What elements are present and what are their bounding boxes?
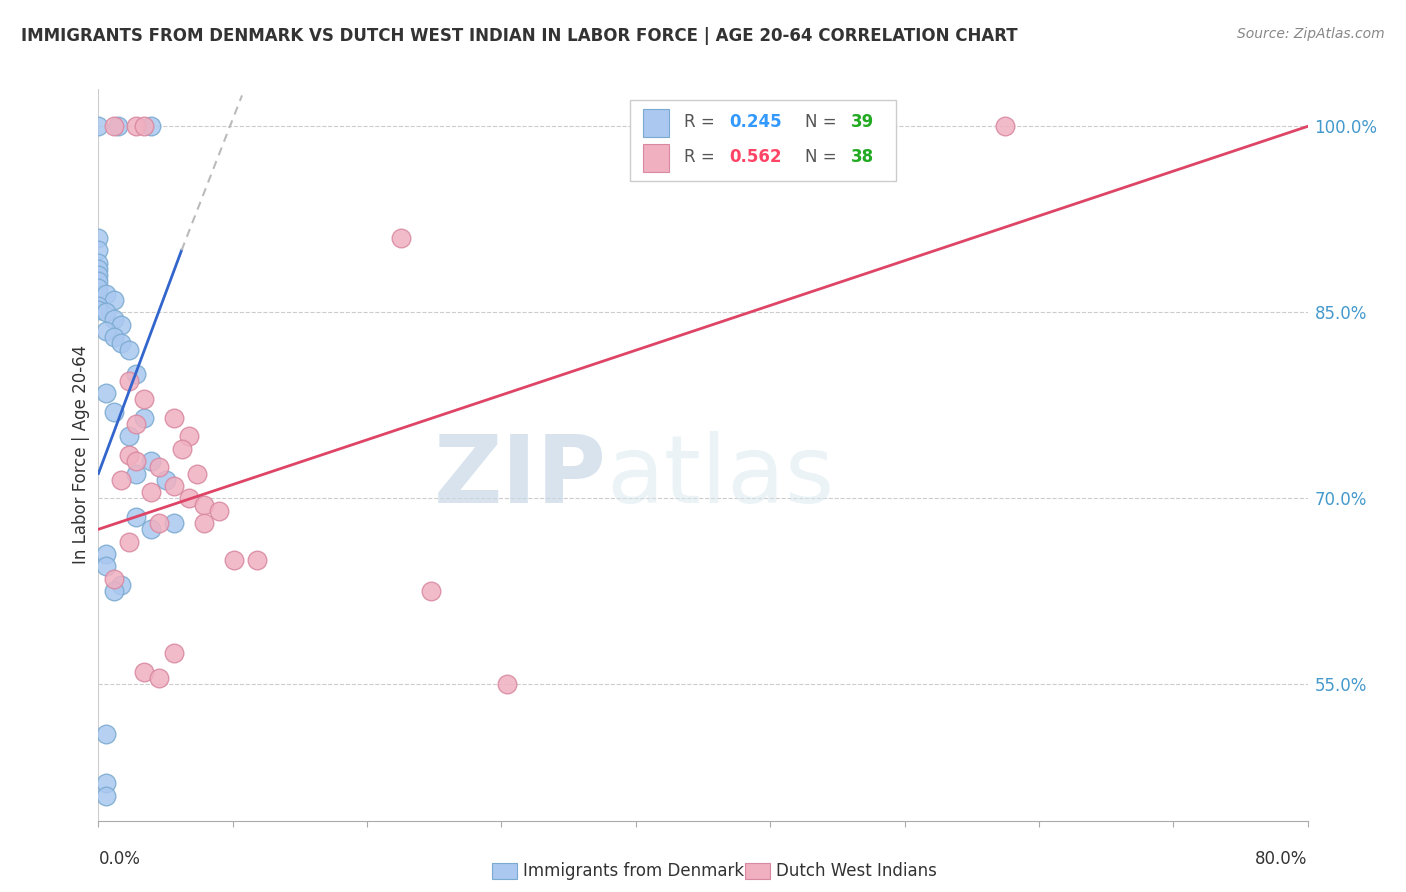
Point	[87, 256, 110, 270]
Point	[94, 789, 117, 803]
Point	[118, 343, 141, 357]
Point	[246, 553, 269, 567]
Point	[193, 498, 215, 512]
Point	[163, 410, 186, 425]
Point	[389, 231, 412, 245]
Point	[107, 120, 129, 134]
FancyBboxPatch shape	[630, 100, 897, 180]
Point	[103, 584, 125, 599]
Point	[87, 268, 110, 282]
Point	[103, 330, 125, 344]
Point	[87, 280, 110, 294]
Point	[132, 120, 155, 134]
Point	[141, 485, 163, 500]
Point	[148, 671, 170, 685]
Text: R =: R =	[683, 113, 720, 131]
Point	[118, 429, 141, 443]
Text: N =: N =	[804, 113, 841, 131]
Text: 38: 38	[851, 148, 873, 166]
Point	[994, 120, 1017, 134]
Point	[125, 417, 148, 431]
Point	[170, 442, 193, 456]
Text: N =: N =	[804, 148, 841, 166]
Point	[125, 509, 148, 524]
Text: Dutch West Indians: Dutch West Indians	[776, 862, 936, 880]
Text: 39: 39	[851, 113, 873, 131]
Y-axis label: In Labor Force | Age 20-64: In Labor Force | Age 20-64	[72, 345, 90, 565]
Point	[163, 479, 186, 493]
Point	[420, 584, 443, 599]
Point	[118, 374, 141, 388]
Point	[87, 274, 110, 288]
Point	[110, 578, 132, 592]
Text: ZIP: ZIP	[433, 431, 606, 523]
Point	[94, 776, 117, 790]
Point	[87, 244, 110, 258]
Point	[193, 516, 215, 530]
Text: 0.245: 0.245	[730, 113, 782, 131]
Point	[125, 368, 148, 382]
Bar	[643, 109, 669, 136]
Point	[141, 454, 163, 468]
Text: 0.0%: 0.0%	[98, 850, 141, 868]
Point	[94, 547, 117, 561]
Point	[495, 677, 517, 691]
Point	[148, 460, 170, 475]
Text: Source: ZipAtlas.com: Source: ZipAtlas.com	[1237, 27, 1385, 41]
Point	[87, 299, 110, 313]
Point	[87, 302, 110, 317]
Point	[224, 553, 246, 567]
Text: atlas: atlas	[606, 431, 835, 523]
Point	[94, 305, 117, 319]
Point	[132, 665, 155, 679]
Point	[132, 410, 155, 425]
Point	[87, 231, 110, 245]
Point	[103, 311, 125, 326]
Point	[125, 467, 148, 481]
Point	[132, 392, 155, 406]
Point	[87, 262, 110, 277]
Text: 80.0%: 80.0%	[1256, 850, 1308, 868]
Point	[94, 386, 117, 401]
Text: Immigrants from Denmark: Immigrants from Denmark	[523, 862, 744, 880]
Point	[118, 534, 141, 549]
Bar	[643, 144, 669, 172]
Point	[163, 516, 186, 530]
Point	[110, 473, 132, 487]
Point	[118, 448, 141, 462]
Point	[179, 491, 201, 506]
Point	[94, 727, 117, 741]
Point	[155, 473, 177, 487]
Text: IMMIGRANTS FROM DENMARK VS DUTCH WEST INDIAN IN LABOR FORCE | AGE 20-64 CORRELAT: IMMIGRANTS FROM DENMARK VS DUTCH WEST IN…	[21, 27, 1018, 45]
Point	[163, 646, 186, 660]
Point	[125, 454, 148, 468]
Point	[141, 522, 163, 536]
Point	[103, 572, 125, 586]
Point	[186, 467, 208, 481]
Point	[103, 120, 125, 134]
Point	[94, 559, 117, 574]
Point	[179, 429, 201, 443]
Point	[110, 318, 132, 332]
Text: R =: R =	[683, 148, 720, 166]
Point	[94, 286, 117, 301]
Point	[125, 120, 148, 134]
Point	[208, 504, 231, 518]
Point	[94, 324, 117, 338]
Point	[103, 293, 125, 307]
Point	[141, 120, 163, 134]
Point	[103, 404, 125, 418]
Text: 0.562: 0.562	[730, 148, 782, 166]
Point	[148, 516, 170, 530]
Point	[110, 336, 132, 351]
Point	[87, 120, 110, 134]
